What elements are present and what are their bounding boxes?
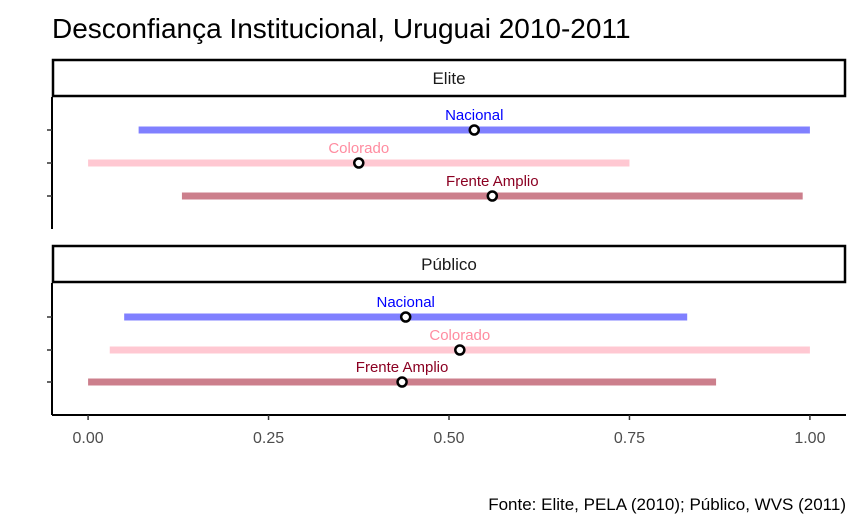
x-tick-label: 0.50 <box>433 430 464 447</box>
point-frente-amplio <box>396 376 408 388</box>
strip-label-p-blico: Público <box>421 255 477 274</box>
point-colorado <box>353 157 365 169</box>
label-nacional: Nacional <box>377 294 435 311</box>
panel-p-blico: Público Nacional Colorado Frente Amplio <box>47 244 847 415</box>
label-frente-amplio: Frente Amplio <box>446 173 539 190</box>
x-axis: 0.00 0.25 0.50 0.75 1.00 <box>52 414 846 447</box>
label-frente-amplio: Frente Amplio <box>356 359 449 376</box>
strip-label-elite: Elite <box>432 69 465 88</box>
chart-title: Desconfiança Institucional, Uruguai 2010… <box>52 13 631 44</box>
point-colorado <box>454 344 466 356</box>
label-nacional: Nacional <box>445 107 503 124</box>
point-nacional <box>468 124 481 136</box>
panel-elite: Elite Nacional Colorado Frente Amplio <box>47 58 847 229</box>
label-colorado: Colorado <box>328 140 389 157</box>
x-tick-label: 0.00 <box>73 430 104 447</box>
x-tick-label: 1.00 <box>794 430 825 447</box>
strip-elite <box>51 58 847 98</box>
label-colorado: Colorado <box>429 327 490 344</box>
caption: Fonte: Elite, PELA (2010); Público, WVS … <box>488 495 846 514</box>
x-tick-label: 0.25 <box>253 430 284 447</box>
point-frente-amplio <box>486 190 499 202</box>
strip-p-blico <box>51 244 847 284</box>
x-tick-label: 0.75 <box>614 430 645 447</box>
point-nacional <box>399 311 412 323</box>
